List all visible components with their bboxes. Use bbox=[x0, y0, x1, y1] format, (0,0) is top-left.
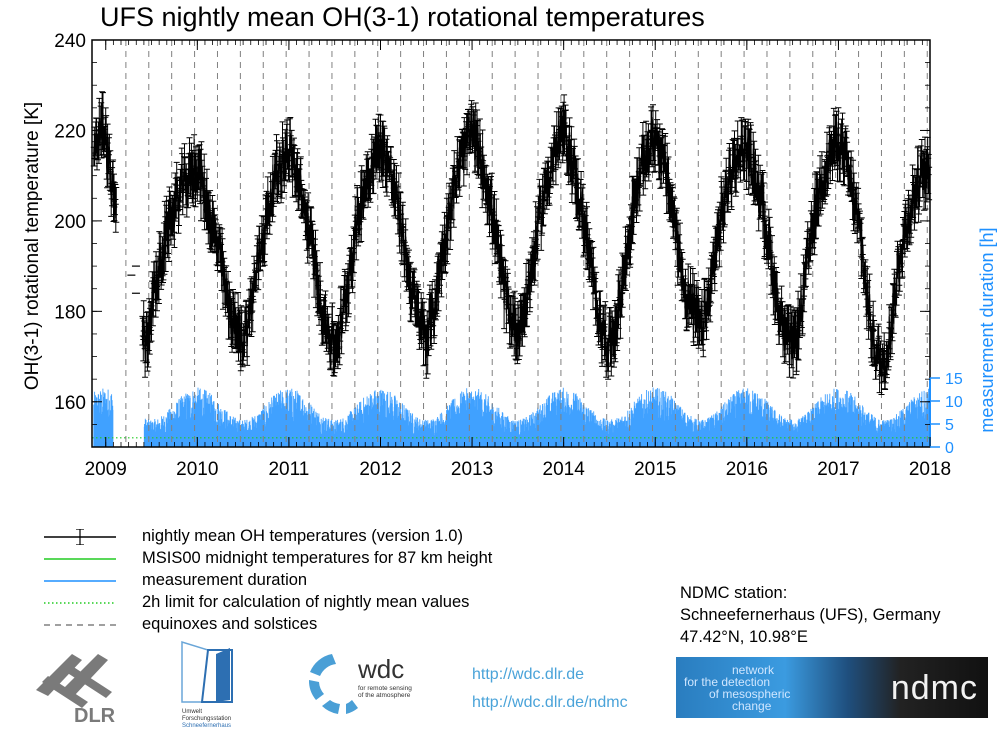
legend-label: equinoxes and solstices bbox=[142, 615, 318, 633]
legend-item: 2h limit for calculation of nightly mean… bbox=[44, 592, 564, 614]
y2-tick-label: 0 bbox=[945, 440, 954, 457]
footer-logos: DLR Umwelt Forschungsstation Schneeferne… bbox=[0, 640, 1000, 731]
legend-item: measurement duration bbox=[44, 570, 564, 592]
y-axis-label: OH(3-1) rotational temperature [K] bbox=[22, 102, 43, 390]
dlr-logo-text: DLR bbox=[74, 705, 116, 726]
dlr-logo: DLR bbox=[36, 654, 116, 726]
ufs-logo: Umwelt Forschungsstation Schneefernerhau… bbox=[181, 640, 233, 729]
legend-symbol bbox=[44, 529, 116, 545]
x-tick-label: 2014 bbox=[543, 459, 586, 480]
legend-item: nightly mean OH temperatures (version 1.… bbox=[44, 526, 564, 548]
duration-bars bbox=[93, 387, 931, 447]
svg-text:of the atmosphere: of the atmosphere bbox=[358, 692, 411, 699]
ndmc-banner-text: ndmc bbox=[890, 669, 978, 707]
y-tick-label: 160 bbox=[54, 393, 86, 414]
x-tick-label: 2017 bbox=[817, 459, 859, 480]
station-name: Schneefernerhaus (UFS), Germany bbox=[680, 606, 941, 624]
y2-tick-label: 15 bbox=[945, 371, 963, 388]
legend-label: MSIS00 midnight temperatures for 87 km h… bbox=[142, 549, 493, 567]
station-coords: 47.42°N, 10.98°E bbox=[680, 628, 808, 646]
temperature-line bbox=[93, 107, 930, 384]
x-tick-label: 2009 bbox=[85, 459, 127, 480]
y-tick-label: 220 bbox=[54, 121, 86, 142]
wdc-logo: wdc for remote sensing of the atmosphere bbox=[308, 654, 412, 714]
svg-text:Umwelt: Umwelt bbox=[182, 709, 202, 715]
legend-symbol bbox=[44, 558, 116, 560]
y2-tick-label: 10 bbox=[945, 394, 963, 411]
measurement-duration-series bbox=[93, 387, 931, 447]
station-heading: NDMC station: bbox=[680, 584, 788, 602]
ndmc-link[interactable]: http://wdc.dlr.de/ndmc bbox=[472, 694, 628, 711]
y2-axis-label: measurement duration [h] bbox=[977, 227, 997, 432]
chart-title: UFS nightly mean OH(3-1) rotational temp… bbox=[100, 2, 705, 32]
legend-item: MSIS00 midnight temperatures for 87 km h… bbox=[44, 548, 564, 570]
equinox-solstice-lines bbox=[125, 40, 928, 447]
legend: nightly mean OH temperatures (version 1.… bbox=[44, 526, 564, 636]
svg-text:Forschungsstation: Forschungsstation bbox=[182, 716, 231, 722]
x-tick-label: 2016 bbox=[726, 459, 768, 480]
y2-tick-label: 5 bbox=[945, 417, 954, 434]
legend-symbol bbox=[44, 580, 116, 582]
x-tick-label: 2010 bbox=[176, 459, 218, 480]
legend-symbol bbox=[44, 624, 116, 626]
chart: 2009 2010 2011 2012 2013 2014 2015 2016 2017 2018… bbox=[22, 31, 997, 480]
svg-text:for remote sensing: for remote sensing bbox=[358, 685, 412, 692]
y-tick-label: 240 bbox=[54, 31, 86, 52]
wdc-logo-text: wdc bbox=[357, 654, 404, 684]
legend-symbol bbox=[44, 602, 116, 604]
ndmc-banner: network for the detection of mesospheric… bbox=[676, 657, 988, 718]
y-tick-label: 200 bbox=[54, 212, 86, 233]
svg-text:Schneefernerhaus: Schneefernerhaus bbox=[182, 723, 231, 729]
temperature-series bbox=[90, 91, 933, 395]
legend-label: nightly mean OH temperatures (version 1.… bbox=[142, 527, 463, 545]
x-tick-label: 2013 bbox=[451, 459, 493, 480]
x-tick-label: 2018 bbox=[909, 459, 951, 480]
legend-item: equinoxes and solstices bbox=[44, 614, 564, 636]
legend-label: 2h limit for calculation of nightly mean… bbox=[142, 593, 470, 611]
x-tick-label: 2015 bbox=[634, 459, 676, 480]
station-info: NDMC station: Schneefernerhaus (UFS), Ge… bbox=[680, 582, 940, 648]
legend-label: measurement duration bbox=[142, 571, 308, 589]
x-tick-label: 2011 bbox=[268, 459, 309, 480]
x-tick-label: 2012 bbox=[359, 459, 401, 480]
wdc-link[interactable]: http://wdc.dlr.de bbox=[472, 666, 585, 683]
y-tick-label: 180 bbox=[54, 302, 86, 323]
